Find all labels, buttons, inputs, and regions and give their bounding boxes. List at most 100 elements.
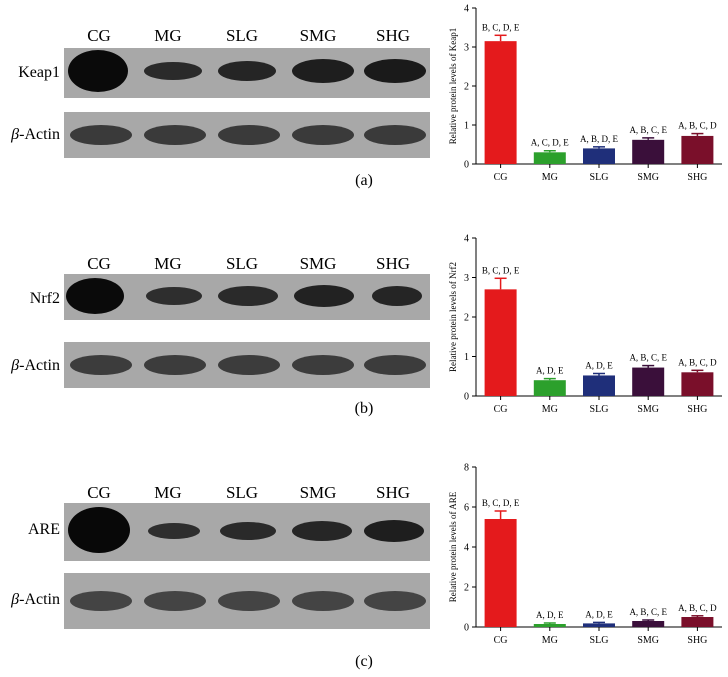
significance-label-smg: A, B, C, E — [629, 353, 667, 363]
band-actin-cg — [70, 125, 132, 145]
blot-strip-actin-a — [64, 112, 430, 158]
band-actin-slg — [218, 125, 280, 145]
bar-mg — [533, 152, 566, 164]
bar-slg — [583, 375, 615, 396]
actin-label-b: β-Actin — [0, 357, 60, 375]
significance-label-smg: A, B, C, E — [629, 607, 667, 617]
band-actin-mg — [144, 125, 206, 145]
y-tick-label: 8 — [464, 463, 469, 474]
band-actin-shg — [364, 125, 426, 145]
bar-chart-nrf2: 0 1 2 3 4 Relative protein levels of Nrf2 B, C… — [448, 234, 722, 415]
bar-shg — [681, 135, 714, 164]
bar-cg — [484, 41, 517, 164]
bar-cg — [484, 519, 517, 627]
lane-header-shg: SHG — [375, 483, 410, 502]
lane-header-smg: SMG — [299, 254, 337, 273]
x-tick-label-slg: SLG — [590, 172, 609, 183]
y-tick-label: 1 — [464, 121, 469, 132]
band-actin-smg — [292, 591, 354, 611]
bar-mg — [533, 624, 566, 627]
protein-label-keap1: Keap1 — [18, 64, 60, 81]
lane-header-shg: SHG — [375, 26, 410, 45]
x-tick-label-cg: CG — [494, 404, 508, 415]
band-slg — [220, 522, 276, 540]
significance-label-slg: A, B, D, E — [580, 134, 619, 144]
band-smg — [292, 59, 354, 83]
y-axis-label: Relative protein levels of Keap1 — [448, 28, 458, 144]
significance-label-mg: A, C, D, E — [531, 138, 570, 148]
significance-label-shg: A, B, C, D — [678, 603, 717, 613]
y-tick-label: 4 — [464, 4, 469, 15]
x-tick-label-mg: MG — [542, 635, 558, 646]
bar-smg — [632, 621, 665, 627]
actin-label-a: β-Actin — [0, 126, 60, 144]
actin-prefix-a: β — [11, 126, 20, 143]
significance-label-cg: B, C, D, E — [482, 22, 520, 32]
band-shg — [372, 286, 422, 306]
band-actin-smg — [292, 125, 354, 145]
x-tick-label-smg: SMG — [637, 172, 659, 183]
panel-label-b: (b) — [354, 400, 374, 417]
x-tick-label-mg: MG — [542, 404, 558, 415]
significance-label-shg: A, B, C, D — [678, 357, 717, 367]
x-tick-label-shg: SHG — [687, 172, 707, 183]
band-actin-mg — [144, 355, 206, 375]
lane-header-cg: CG — [87, 483, 111, 502]
lane-header-slg: SLG — [225, 483, 259, 502]
significance-label-cg: B, C, D, E — [482, 265, 520, 275]
blot-strip-keap1 — [64, 48, 430, 98]
blot-strip-are — [64, 503, 430, 561]
bar-cg — [484, 289, 517, 396]
protein-label-nrf2: Nrf2 — [29, 290, 60, 307]
x-tick-label-cg: CG — [494, 635, 508, 646]
band-actin-shg — [364, 355, 426, 375]
band-shg — [364, 59, 426, 83]
band-actin-smg — [292, 355, 354, 375]
y-tick-label: 2 — [464, 313, 469, 324]
significance-label-mg: A, D, E — [536, 610, 564, 620]
band-slg — [218, 286, 278, 306]
x-tick-label-shg: SHG — [687, 404, 707, 415]
x-tick-label-cg: CG — [494, 172, 508, 183]
lane-header-shg: SHG — [375, 254, 410, 273]
y-tick-label: 1 — [464, 352, 469, 363]
y-tick-label: 2 — [464, 583, 469, 594]
actin-prefix-b: β — [11, 357, 20, 374]
band-actin-cg — [70, 355, 132, 375]
lane-header-smg: SMG — [299, 483, 337, 502]
bar-slg — [583, 148, 615, 164]
actin-prefix-c: β — [11, 591, 20, 608]
y-tick-label: 3 — [464, 43, 469, 54]
band-cg — [68, 50, 128, 92]
y-axis-label: Relative protein levels of Nrf2 — [448, 262, 458, 372]
band-mg — [146, 287, 202, 305]
y-tick-label: 0 — [464, 160, 469, 171]
actin-label-c: β-Actin — [0, 591, 60, 609]
lane-header-cg: CG — [87, 26, 111, 45]
significance-label-smg: A, B, C, E — [629, 125, 667, 135]
y-tick-label: 0 — [464, 392, 469, 403]
significance-label-cg: B, C, D, E — [482, 498, 520, 508]
x-tick-label-mg: MG — [542, 172, 558, 183]
x-tick-label-smg: SMG — [637, 404, 659, 415]
x-tick-label-slg: SLG — [590, 404, 609, 415]
x-tick-label-smg: SMG — [637, 635, 659, 646]
y-tick-label: 6 — [464, 503, 469, 514]
band-slg — [218, 61, 276, 81]
band-actin-cg — [70, 591, 132, 611]
bar-chart-keap1: 0 1 2 3 4 Relative protein levels of Keap1 B, … — [448, 4, 722, 183]
bar-mg — [533, 380, 566, 396]
bar-slg — [583, 623, 615, 627]
band-actin-slg — [218, 591, 280, 611]
x-tick-label-shg: SHG — [687, 635, 707, 646]
y-tick-label: 4 — [464, 543, 469, 554]
band-shg — [364, 520, 424, 542]
bar-smg — [632, 139, 665, 164]
actin-suffix-a: -Actin — [19, 126, 60, 143]
band-cg — [66, 278, 124, 314]
significance-label-mg: A, D, E — [536, 366, 564, 376]
y-tick-label: 0 — [464, 623, 469, 634]
lane-header-cg: CG — [87, 254, 111, 273]
bar-shg — [681, 372, 714, 396]
band-actin-shg — [364, 591, 426, 611]
